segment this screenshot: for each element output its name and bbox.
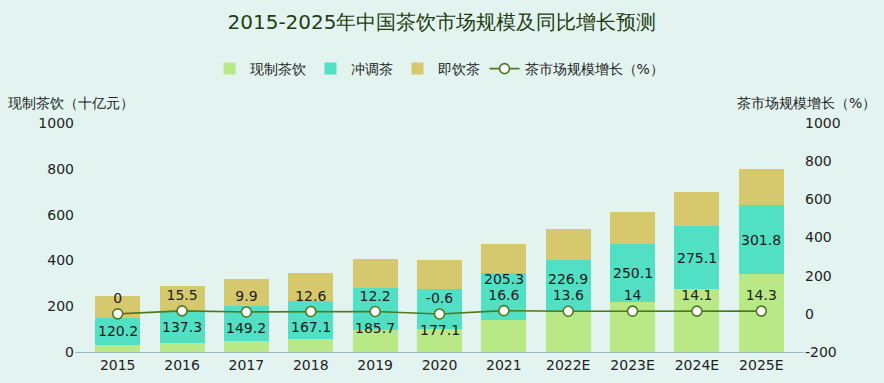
svg-text:1000: 1000: [38, 115, 74, 131]
svg-text:226.9: 226.9: [548, 271, 588, 287]
svg-text:167.1: 167.1: [291, 319, 331, 335]
svg-text:12.6: 12.6: [295, 288, 326, 304]
svg-text:即饮茶: 即饮茶: [438, 61, 480, 77]
svg-text:9.9: 9.9: [235, 288, 257, 304]
svg-text:120.2: 120.2: [98, 323, 138, 339]
svg-text:2022E: 2022E: [546, 357, 590, 373]
svg-text:14: 14: [624, 287, 642, 303]
svg-text:2019: 2019: [357, 357, 393, 373]
svg-text:-200: -200: [805, 344, 837, 360]
svg-text:800: 800: [805, 153, 832, 169]
svg-text:茶市场规模增长（%）: 茶市场规模增长（%）: [525, 61, 664, 77]
svg-text:149.2: 149.2: [226, 320, 266, 336]
svg-text:2018: 2018: [293, 357, 329, 373]
svg-text:2015-2025年中国茶饮市场规模及同比增长预测: 2015-2025年中国茶饮市场规模及同比增长预测: [227, 10, 656, 34]
svg-text:177.1: 177.1: [420, 322, 460, 338]
svg-text:15.5: 15.5: [166, 287, 197, 303]
svg-text:-0.6: -0.6: [426, 290, 453, 306]
svg-text:2024E: 2024E: [675, 357, 719, 373]
svg-text:0: 0: [65, 344, 74, 360]
svg-text:2023E: 2023E: [610, 357, 654, 373]
svg-text:16.6: 16.6: [488, 287, 519, 303]
svg-text:1000: 1000: [805, 115, 841, 131]
svg-text:137.3: 137.3: [162, 319, 202, 335]
svg-text:0: 0: [113, 290, 122, 306]
svg-text:205.3: 205.3: [484, 271, 524, 287]
svg-text:2021: 2021: [486, 357, 522, 373]
svg-text:600: 600: [47, 207, 74, 223]
svg-text:200: 200: [47, 298, 74, 314]
svg-text:13.6: 13.6: [553, 287, 584, 303]
svg-text:2016: 2016: [164, 357, 200, 373]
svg-text:14.1: 14.1: [681, 287, 712, 303]
svg-text:800: 800: [47, 161, 74, 177]
svg-text:275.1: 275.1: [677, 250, 717, 266]
svg-text:400: 400: [805, 229, 832, 245]
svg-text:12.2: 12.2: [360, 288, 391, 304]
svg-text:14.3: 14.3: [746, 287, 777, 303]
svg-text:茶市场规模增长（%）: 茶市场规模增长（%）: [737, 95, 876, 111]
svg-text:200: 200: [805, 268, 832, 284]
svg-text:400: 400: [47, 252, 74, 268]
svg-text:250.1: 250.1: [613, 265, 653, 281]
svg-text:2015: 2015: [100, 357, 136, 373]
svg-text:301.8: 301.8: [741, 232, 781, 248]
svg-text:600: 600: [805, 191, 832, 207]
svg-text:2020: 2020: [422, 357, 458, 373]
svg-text:0: 0: [805, 306, 814, 322]
svg-text:2017: 2017: [229, 357, 265, 373]
svg-text:冲调茶: 冲调茶: [351, 61, 393, 77]
svg-text:185.7: 185.7: [355, 320, 395, 336]
svg-text:现制茶饮: 现制茶饮: [250, 61, 306, 77]
svg-text:2025E: 2025E: [739, 357, 783, 373]
svg-text:现制茶饮（十亿元）: 现制茶饮（十亿元）: [8, 95, 134, 111]
